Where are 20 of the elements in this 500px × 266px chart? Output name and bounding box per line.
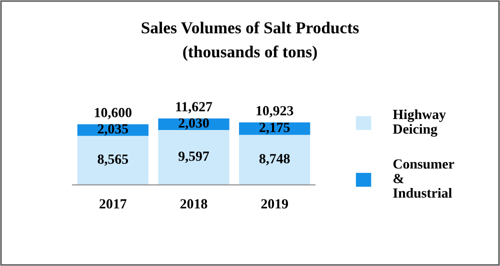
data-label: 8,748 [259, 154, 290, 166]
bar [239, 134, 310, 185]
bar [77, 136, 148, 185]
legend-label: Consumer & Industrial [393, 159, 454, 198]
bar [239, 122, 310, 135]
total-label: 10,923 [256, 106, 294, 118]
chart-subtitle: (thousands of tons) [183, 46, 317, 61]
data-label: 2,035 [98, 124, 128, 136]
x-tick-label: 2019 [261, 199, 288, 209]
data-label: 2,175 [260, 122, 290, 134]
chart-title: Sales Volumes of Salt Products [142, 22, 359, 34]
total-label: 10,600 [94, 108, 132, 120]
legend-label: Highway Deicing [392, 109, 446, 137]
bar [158, 130, 230, 185]
data-label: 2,030 [178, 118, 209, 130]
x-tick-label: 2018 [180, 199, 208, 209]
total-label: 11,627 [176, 102, 212, 114]
data-label: 9,597 [178, 152, 210, 163]
x-tick-label: 2017 [100, 199, 126, 209]
data-label: 8,565 [98, 154, 128, 166]
